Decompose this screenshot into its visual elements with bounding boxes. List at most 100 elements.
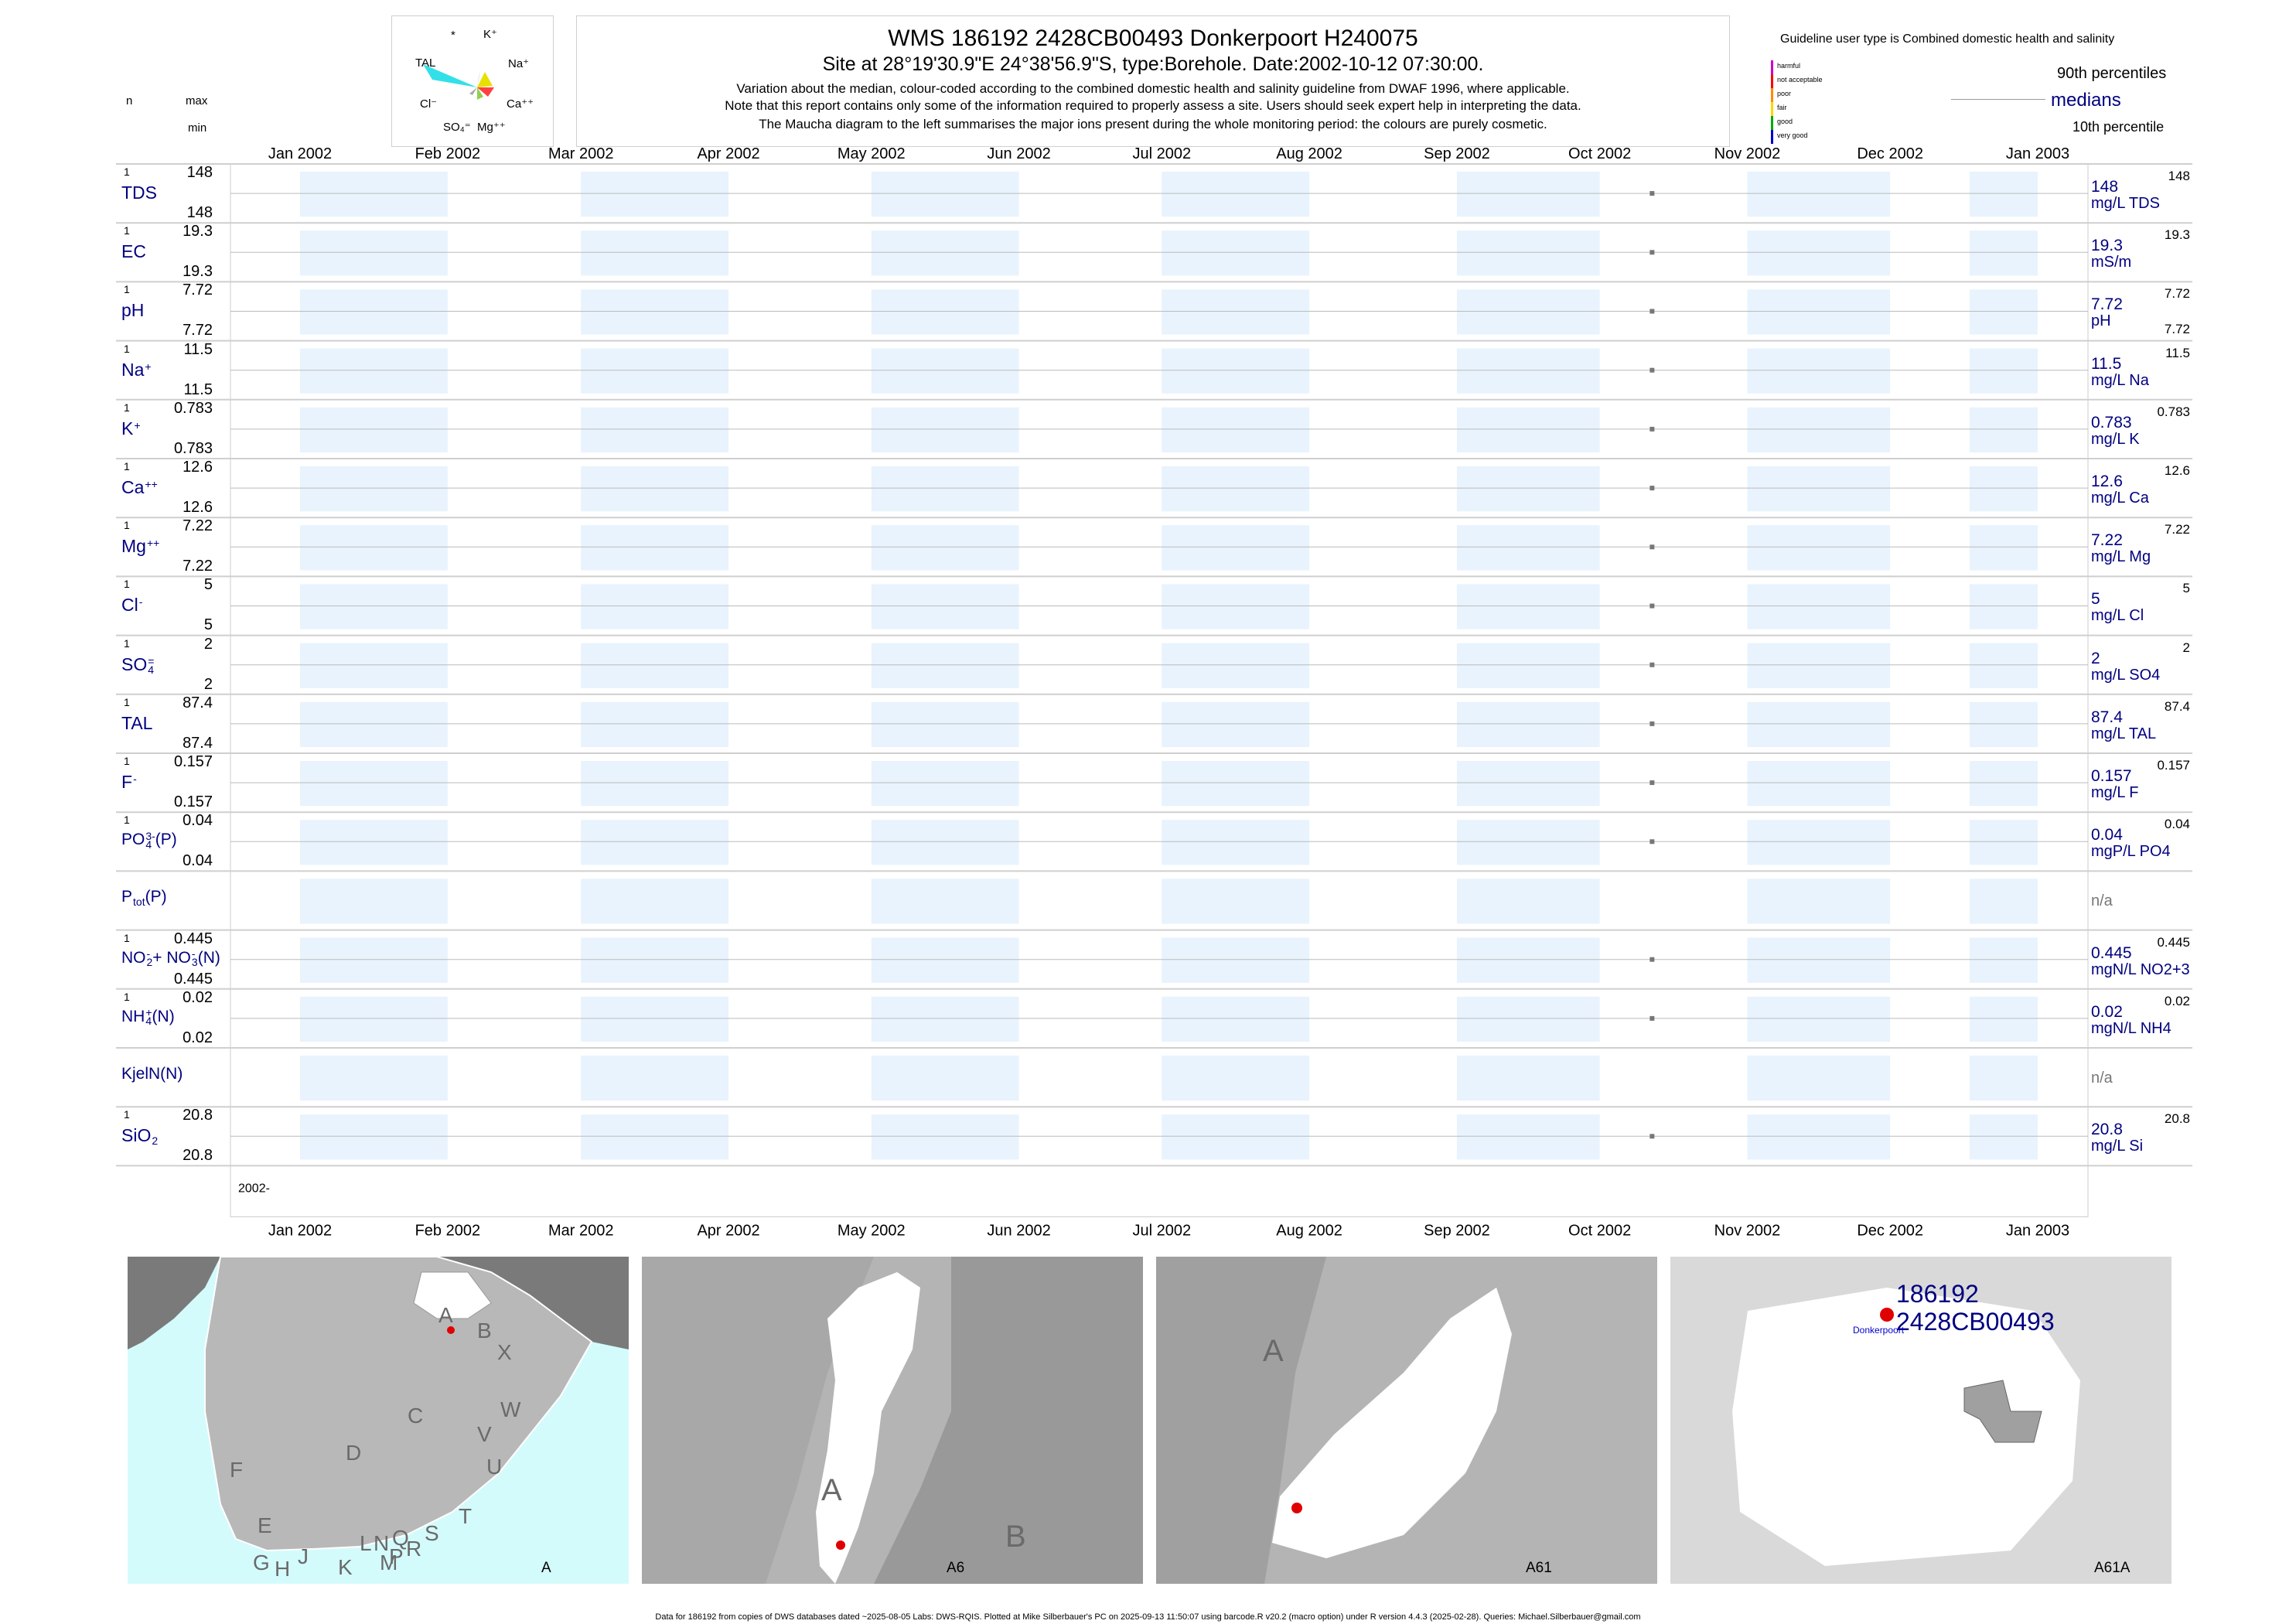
month-band	[871, 584, 1019, 629]
month-band	[300, 937, 448, 983]
month-band	[1747, 348, 1891, 394]
catchment-letter: R	[406, 1537, 422, 1561]
catchment-letter: F	[230, 1458, 244, 1482]
parameter-label: NH +4 (N)	[121, 1006, 175, 1028]
month-band	[871, 348, 1019, 394]
catchment-letter: J	[298, 1544, 309, 1568]
p90-value: 0.02	[2164, 993, 2190, 1008]
max-value: 7.22	[183, 517, 213, 535]
month-band	[871, 820, 1019, 865]
month-band	[1747, 172, 1891, 217]
x-tick-label-top: Dec 2002	[1857, 145, 1923, 162]
x-tick-label-top: Jan 2003	[2006, 145, 2069, 162]
p90-value: 20.8	[2164, 1111, 2190, 1127]
p90-value: 87.4	[2164, 698, 2190, 714]
unit-label: mS/m	[2091, 254, 2132, 271]
map4-site-id: 186192	[1896, 1280, 1979, 1308]
month-band	[300, 879, 448, 924]
maucha-k-sector	[477, 70, 480, 87]
p90-value: 0.157	[2157, 758, 2190, 773]
data-point	[1650, 957, 1655, 962]
maucha-label-cl: Cl⁻	[420, 97, 438, 111]
month-band	[581, 643, 729, 688]
month-band	[300, 348, 448, 394]
catchment-letter: D	[346, 1441, 362, 1465]
month-band	[581, 701, 729, 747]
data-point	[1650, 309, 1655, 314]
month-band	[1970, 289, 2038, 335]
month-band	[871, 1114, 1019, 1160]
sample-count: 1	[124, 1108, 130, 1121]
parameter-label: F-	[121, 772, 137, 792]
map3-letter-a: A	[1263, 1334, 1284, 1368]
catchment-letter: E	[258, 1513, 272, 1537]
max-value: 148	[186, 164, 213, 181]
min-value: 2	[203, 675, 213, 693]
month-band	[1970, 172, 2038, 217]
month-band	[1970, 761, 2038, 807]
month-band	[300, 172, 448, 217]
month-band	[581, 525, 729, 571]
month-band	[1456, 820, 1600, 865]
sample-count: 1	[124, 636, 130, 650]
month-band	[300, 701, 448, 747]
x-tick-label-bottom: Jan 2002	[268, 1222, 332, 1239]
month-band	[1970, 525, 2038, 571]
month-band	[1747, 584, 1891, 629]
month-band	[1456, 407, 1600, 452]
maucha-mg-sector	[477, 87, 483, 100]
month-band	[581, 1114, 729, 1160]
left-header-n: n	[126, 94, 133, 107]
p90-value: 7.72	[2164, 286, 2190, 302]
month-band	[581, 761, 729, 807]
year-label: 2002-	[238, 1182, 270, 1195]
x-tick-label-bottom: Nov 2002	[1714, 1222, 1781, 1239]
x-tick-label-top: Aug 2002	[1276, 145, 1342, 162]
month-band	[871, 525, 1019, 571]
month-band	[1162, 643, 1310, 688]
legend-median-line	[1951, 99, 2045, 100]
unit-label: mg/L TAL	[2091, 725, 2157, 742]
month-band	[1162, 230, 1310, 276]
month-band	[1747, 761, 1891, 807]
dam-polygon	[1963, 1380, 2042, 1443]
unit-label: mg/L K	[2091, 430, 2140, 448]
month-band	[871, 937, 1019, 983]
month-band	[1970, 1114, 2038, 1160]
month-band	[1747, 1056, 1891, 1101]
month-band	[581, 172, 729, 217]
data-point	[1650, 1134, 1655, 1139]
p90-value: 0.04	[2164, 817, 2190, 832]
month-band	[1456, 879, 1600, 924]
catchment-letter: G	[253, 1551, 270, 1575]
legend-swatch-1	[1771, 74, 1773, 88]
legend-class-label: harmful	[1777, 62, 1801, 70]
max-value: 87.4	[183, 694, 213, 711]
map4-caption: A61A	[2094, 1560, 2131, 1576]
month-band	[581, 820, 729, 865]
month-band	[1456, 761, 1600, 807]
month-band	[1747, 289, 1891, 335]
data-point	[1650, 544, 1655, 550]
month-band	[1162, 761, 1310, 807]
x-tick-label-bottom: Dec 2002	[1857, 1222, 1923, 1239]
parameter-label: Ca ++	[121, 477, 158, 497]
map4-site-code: 2428CB00493	[1896, 1308, 2055, 1336]
median-value: 87.4	[2091, 708, 2123, 726]
month-band	[1162, 820, 1310, 865]
parameter-label: K +	[121, 418, 141, 438]
month-band	[1970, 407, 2038, 452]
min-value: 7.22	[183, 558, 213, 575]
median-value: 19.3	[2091, 237, 2123, 255]
month-band	[300, 1114, 448, 1160]
map-a6: A6 A B	[642, 1257, 1143, 1584]
not-available-label: n/a	[2091, 892, 2113, 910]
parameter-label: TAL	[121, 712, 153, 733]
month-band	[300, 584, 448, 629]
month-band	[1162, 525, 1310, 571]
sample-count: 1	[124, 224, 130, 237]
maucha-label-k: K⁺	[483, 28, 497, 41]
south-africa-landmass	[204, 1257, 593, 1552]
month-band	[1162, 466, 1310, 512]
median-value: 2	[2091, 649, 2100, 667]
